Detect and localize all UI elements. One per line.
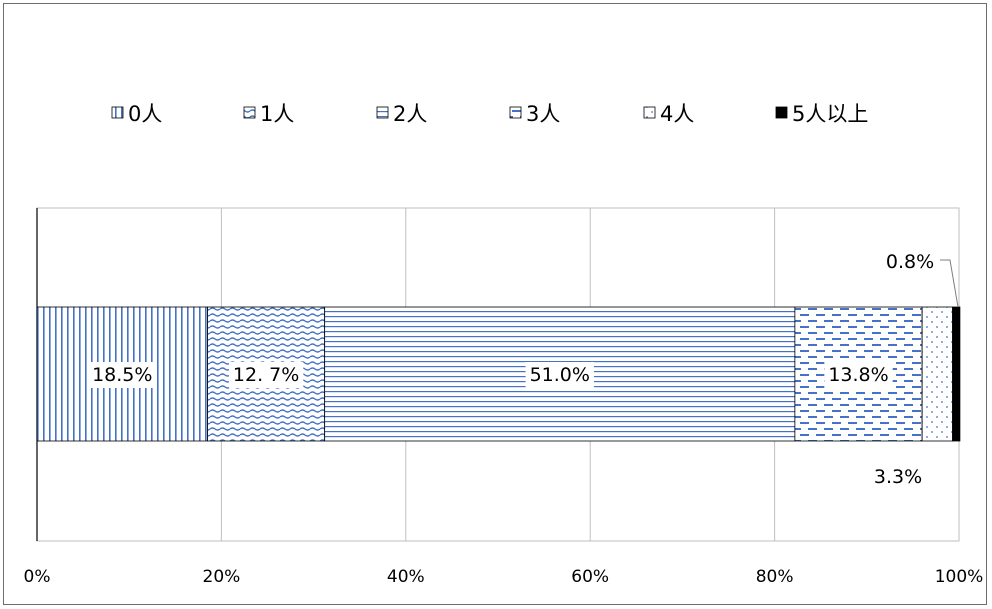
legend-swatch	[775, 106, 788, 119]
legend-swatch	[643, 106, 656, 119]
legend-label: 2人	[393, 102, 427, 126]
data-label-background	[525, 362, 594, 388]
bar-segment-5	[952, 306, 961, 442]
x-tick-label: 40%	[387, 567, 425, 587]
data-label: 51.0%	[530, 364, 590, 386]
x-tick-label: 80%	[756, 567, 794, 587]
legend-swatch	[111, 106, 124, 119]
x-tick-label: 0%	[24, 567, 51, 587]
leader-line	[940, 259, 959, 308]
x-tick-label: 20%	[203, 567, 241, 587]
data-label-background	[824, 362, 893, 388]
legend-label: 5人以上	[792, 102, 868, 126]
legend-label: 0人	[128, 102, 162, 126]
x-tick-label: 100%	[935, 567, 984, 587]
legend-label: 1人	[260, 102, 294, 126]
data-label-background	[88, 362, 157, 388]
x-axis-ticks: 0% 20% 40% 60% 80% 100%	[24, 567, 984, 587]
plot-area: 18.5% 12. 7% 51.0% 13.8% 3.3% 0.8% 0% 20% 40% 60…	[24, 207, 984, 587]
data-label: 12. 7%	[233, 364, 299, 386]
data-labels: 18.5% 12. 7% 51.0% 13.8% 3.3% 0.8%	[88, 251, 959, 488]
legend-swatch	[376, 106, 389, 119]
legend: 0人 1人 2人 3人 4人 5人以上	[111, 102, 868, 126]
data-label: 0.8%	[886, 251, 934, 273]
data-label: 18.5%	[92, 364, 152, 386]
data-label: 13.8%	[828, 364, 888, 386]
bar-segments	[36, 306, 961, 442]
x-tick-label: 60%	[571, 567, 609, 587]
bar-segment-4	[921, 306, 953, 442]
data-label-background	[228, 362, 304, 388]
data-label: 3.3%	[874, 466, 922, 488]
legend-label: 4人	[660, 102, 694, 126]
legend-label: 3人	[526, 102, 560, 126]
legend-swatch	[509, 106, 522, 119]
chart-frame	[3, 3, 987, 605]
legend-swatch	[243, 106, 256, 119]
bar-segment-3	[794, 306, 923, 442]
